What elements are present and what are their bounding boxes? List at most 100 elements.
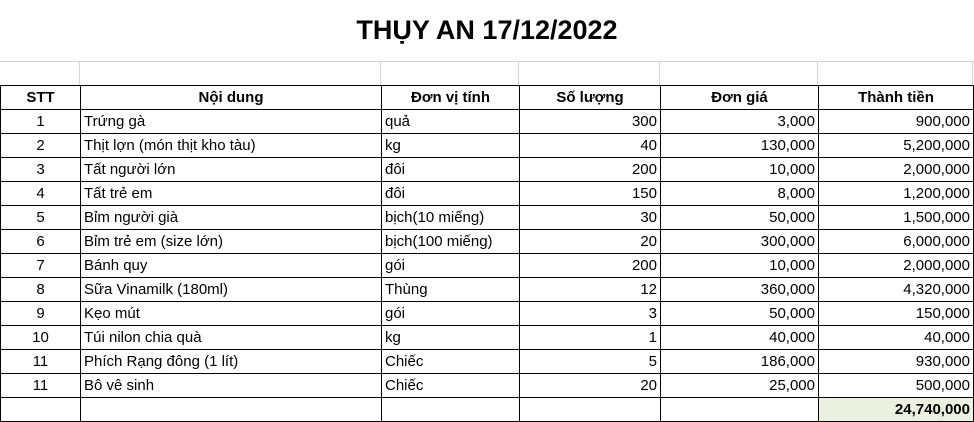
table-row: 11 Phích Rạng đông (1 lít) Chiếc 5 186,000 93… [0,349,974,374]
unit-price-cell[interactable]: 186,000 [660,349,819,374]
amount-cell[interactable]: 1,200,000 [818,181,974,206]
header-amount[interactable]: Thành tiền [818,85,974,110]
unit-price-cell[interactable]: 40,000 [660,325,819,350]
content-cell[interactable]: Bánh quy [80,253,382,278]
quantity-cell[interactable]: 40 [519,133,661,158]
table-row: 8 Sữa Vinamilk (180ml) Thùng 12 360,000 4,320… [0,277,974,302]
unit-price-cell[interactable]: 10,000 [660,157,819,182]
unit-cell[interactable]: kg [381,133,520,158]
amount-cell[interactable]: 1,500,000 [818,205,974,230]
content-cell[interactable]: Bô vê sinh [80,373,382,398]
content-cell[interactable]: Bỉm người già [80,205,382,230]
content-cell[interactable]: Phích Rạng đông (1 lít) [80,349,382,374]
table-row: 7 Bánh quy gói 200 10,000 2,000,000 [0,253,974,278]
blank-row[interactable] [0,62,974,86]
amount-cell[interactable]: 930,000 [818,349,974,374]
stt-cell[interactable]: 9 [0,301,81,326]
quantity-cell[interactable]: 200 [519,157,661,182]
stt-cell[interactable]: 8 [0,277,81,302]
unit-price-cell[interactable]: 10,000 [660,253,819,278]
quantity-cell[interactable]: 20 [519,229,661,254]
total-row: 24,740,000 [0,397,974,422]
unit-cell[interactable]: bịch(10 miếng) [381,205,520,230]
stt-cell[interactable]: 2 [0,133,81,158]
amount-cell[interactable]: 6,000,000 [818,229,974,254]
unit-price-cell[interactable]: 50,000 [660,205,819,230]
amount-cell[interactable]: 5,200,000 [818,133,974,158]
table-row: 4 Tất trẻ em đôi 150 8,000 1,200,000 [0,181,974,206]
stt-cell[interactable]: 5 [0,205,81,230]
quantity-cell[interactable]: 1 [519,325,661,350]
unit-cell[interactable]: Chiếc [381,373,520,398]
amount-cell[interactable]: 2,000,000 [818,253,974,278]
unit-price-cell[interactable]: 8,000 [660,181,819,206]
amount-cell[interactable]: 500,000 [818,373,974,398]
empty-cell[interactable] [381,397,520,422]
quantity-cell[interactable]: 150 [519,181,661,206]
unit-cell[interactable]: kg [381,325,520,350]
header-row: STT Nội dung Đơn vị tính Số lượng Đơn gi… [0,85,974,110]
unit-price-cell[interactable]: 360,000 [660,277,819,302]
table-row: 1 Trứng gà quả 300 3,000 900,000 [0,109,974,134]
unit-cell[interactable]: Thùng [381,277,520,302]
unit-price-cell[interactable]: 130,000 [660,133,819,158]
content-cell[interactable]: Tất trẻ em [80,181,382,206]
content-cell[interactable]: Thịt lợn (món thịt kho tàu) [80,133,382,158]
amount-cell[interactable]: 4,320,000 [818,277,974,302]
content-cell[interactable]: Sữa Vinamilk (180ml) [80,277,382,302]
quantity-cell[interactable]: 20 [519,373,661,398]
total-amount[interactable]: 24,740,000 [818,397,974,422]
unit-price-cell[interactable]: 3,000 [660,109,819,134]
stt-cell[interactable]: 6 [0,229,81,254]
header-content[interactable]: Nội dung [80,85,382,110]
unit-cell[interactable]: đôi [381,157,520,182]
content-cell[interactable]: Trứng gà [80,109,382,134]
unit-cell[interactable]: đôi [381,181,520,206]
unit-price-cell[interactable]: 50,000 [660,301,819,326]
empty-cell[interactable] [660,397,819,422]
table-row: 9 Kẹo mút gói 3 50,000 150,000 [0,301,974,326]
table-row: 2 Thịt lợn (món thịt kho tàu) kg 40 130,000 5… [0,133,974,158]
content-cell[interactable]: Bỉm trẻ em (size lớn) [80,229,382,254]
stt-cell[interactable]: 1 [0,109,81,134]
amount-cell[interactable]: 40,000 [818,325,974,350]
content-cell[interactable]: Tất người lớn [80,157,382,182]
quantity-cell[interactable]: 5 [519,349,661,374]
amount-cell[interactable]: 900,000 [818,109,974,134]
content-cell[interactable]: Túi nilon chia quà [80,325,382,350]
stt-cell[interactable]: 4 [0,181,81,206]
empty-cell[interactable] [0,397,81,422]
table-row: 5 Bỉm người già bịch(10 miếng) 30 50,000 1,50… [0,205,974,230]
content-cell[interactable]: Kẹo mút [80,301,382,326]
header-stt[interactable]: STT [0,85,81,110]
quantity-cell[interactable]: 200 [519,253,661,278]
table-row: 11 Bô vê sinh Chiếc 20 25,000 500,000 [0,373,974,398]
header-quantity[interactable]: Số lượng [519,85,661,110]
stt-cell[interactable]: 7 [0,253,81,278]
stt-cell[interactable]: 11 [0,373,81,398]
empty-cell[interactable] [519,397,661,422]
stt-cell[interactable]: 10 [0,325,81,350]
purchase-table: STT Nội dung Đơn vị tính Số lượng Đơn gi… [0,85,974,422]
quantity-cell[interactable]: 300 [519,109,661,134]
stt-cell[interactable]: 3 [0,157,81,182]
unit-cell[interactable]: Chiếc [381,349,520,374]
unit-cell[interactable]: bịch(100 miếng) [381,229,520,254]
sheet-title[interactable]: THỤY AN 17/12/2022 [0,0,974,62]
amount-cell[interactable]: 2,000,000 [818,157,974,182]
amount-cell[interactable]: 150,000 [818,301,974,326]
quantity-cell[interactable]: 30 [519,205,661,230]
stt-cell[interactable]: 11 [0,349,81,374]
table-row: 6 Bỉm trẻ em (size lớn) bịch(100 miếng) 20 3… [0,229,974,254]
empty-cell[interactable] [80,397,382,422]
table-row: 3 Tất người lớn đôi 200 10,000 2,000,000 [0,157,974,182]
unit-price-cell[interactable]: 300,000 [660,229,819,254]
unit-cell[interactable]: gói [381,301,520,326]
quantity-cell[interactable]: 3 [519,301,661,326]
header-unit-price[interactable]: Đơn giá [660,85,819,110]
unit-price-cell[interactable]: 25,000 [660,373,819,398]
unit-cell[interactable]: quả [381,109,520,134]
unit-cell[interactable]: gói [381,253,520,278]
header-unit[interactable]: Đơn vị tính [381,85,520,110]
quantity-cell[interactable]: 12 [519,277,661,302]
